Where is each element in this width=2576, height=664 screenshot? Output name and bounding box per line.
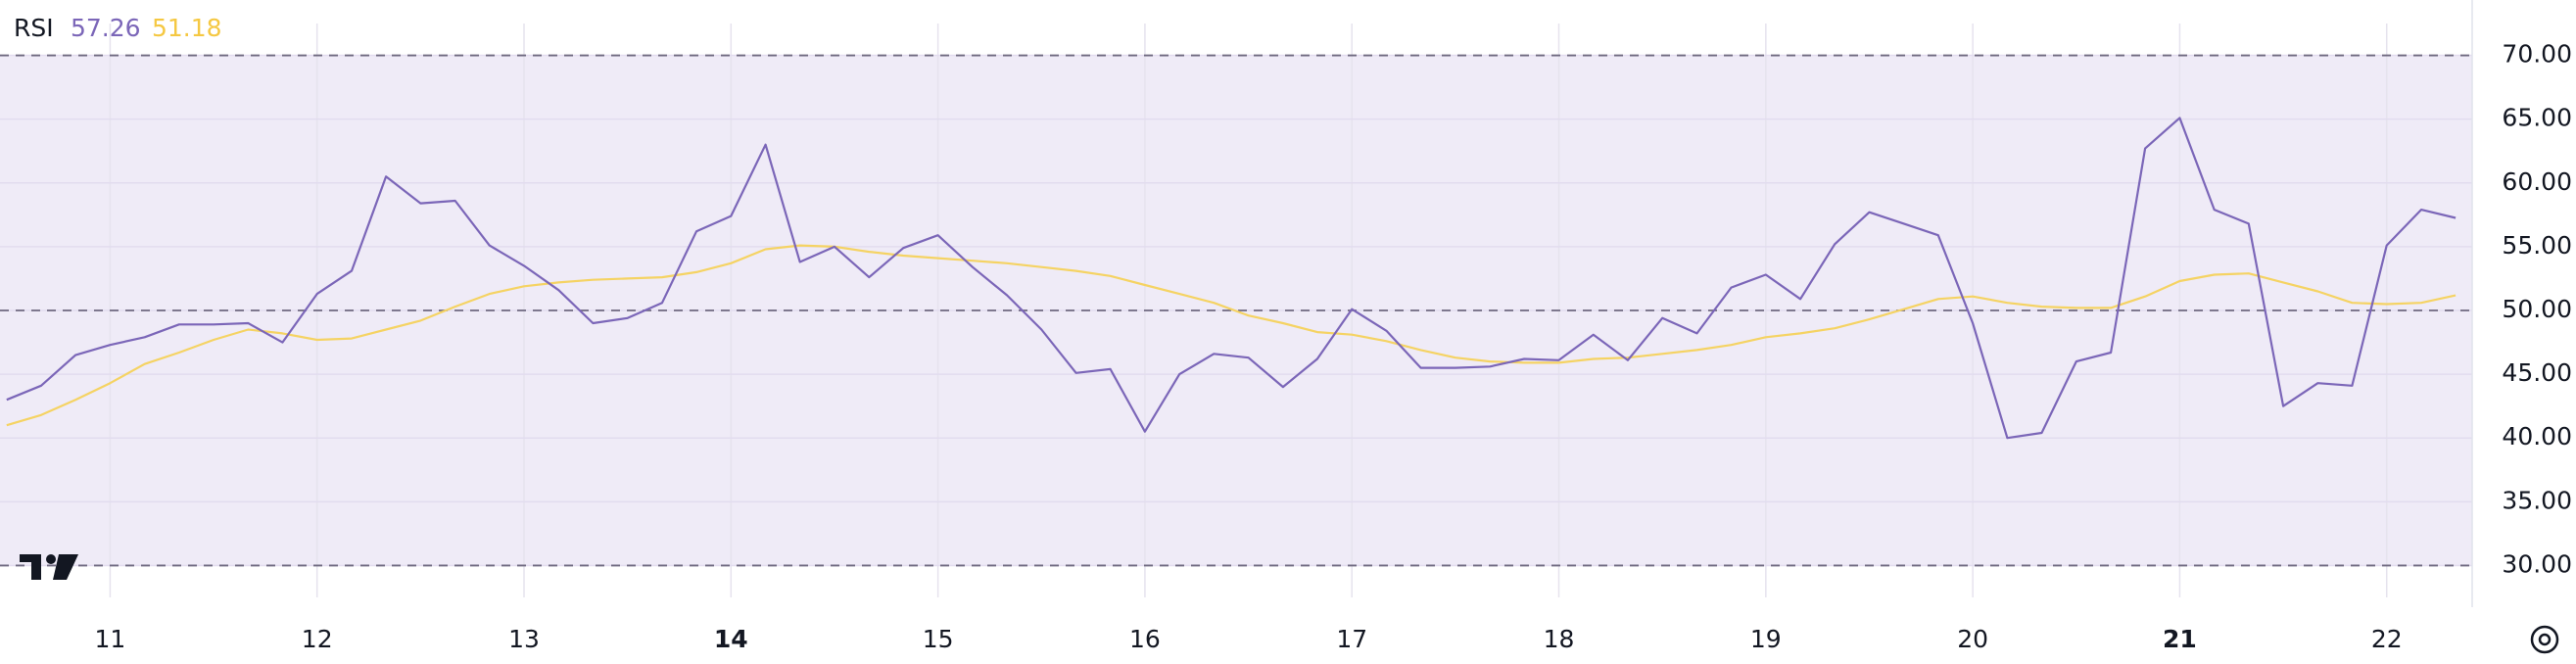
y-tick-label: 35.00 (2502, 486, 2572, 514)
series-line (6, 244, 2457, 427)
x-tick-label: 15 (923, 625, 954, 653)
series-line (6, 117, 2457, 440)
y-tick-label: 45.00 (2502, 358, 2572, 387)
y-tick-label: 65.00 (2502, 104, 2572, 132)
x-tick-label: 14 (714, 625, 748, 653)
x-tick-label: 17 (1336, 625, 1367, 653)
y-tick-label: 55.00 (2502, 231, 2572, 260)
ma-value: 51.18 (152, 14, 222, 42)
logo (20, 554, 78, 580)
rsi-value: 57.26 (71, 14, 141, 42)
x-tick-label: 22 (2371, 625, 2403, 653)
x-tick-label: 11 (95, 625, 126, 653)
x-tick-label: 21 (2163, 625, 2197, 653)
indicator-title: RSI (14, 14, 54, 42)
x-tick-label: 13 (508, 625, 540, 653)
x-tick-label: 18 (1544, 625, 1575, 653)
y-tick-label: 60.00 (2502, 167, 2572, 196)
x-tick-label: 12 (302, 625, 333, 653)
y-tick-label: 70.00 (2502, 40, 2572, 69)
y-tick-label: 50.00 (2502, 295, 2572, 323)
settings-icon[interactable] (2530, 625, 2559, 654)
y-tick-label: 30.00 (2502, 549, 2572, 578)
x-tick-label: 16 (1129, 625, 1161, 653)
x-tick-label: 20 (1957, 625, 1988, 653)
x-tick-label: 19 (1750, 625, 1782, 653)
y-tick-label: 40.00 (2502, 422, 2572, 451)
